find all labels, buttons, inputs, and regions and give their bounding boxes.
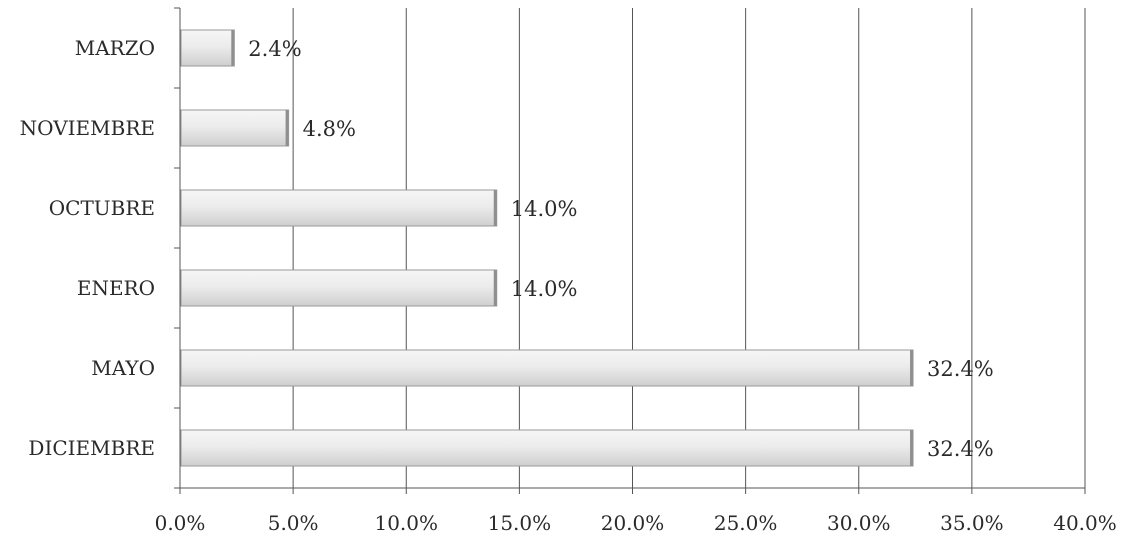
bar-end-cap xyxy=(910,350,914,386)
x-tick-label: 15.0% xyxy=(488,511,552,535)
data-label: 2.4% xyxy=(248,37,301,61)
x-tick-label: 40.0% xyxy=(1053,511,1117,535)
bar-end-cap xyxy=(910,430,914,466)
x-tick-label: 25.0% xyxy=(714,511,778,535)
bar xyxy=(180,349,914,387)
category-label: NOVIEMBRE xyxy=(20,116,155,140)
data-label: 32.4% xyxy=(927,357,994,381)
axes xyxy=(174,7,1086,494)
x-tick-label: 0.0% xyxy=(155,511,206,535)
x-tick-label: 35.0% xyxy=(940,511,1004,535)
data-label: 14.0% xyxy=(511,277,578,301)
bar xyxy=(180,189,498,227)
data-label: 32.4% xyxy=(927,437,994,461)
x-tick-label: 30.0% xyxy=(827,511,891,535)
category-label: DICIEMBRE xyxy=(28,436,155,460)
bar-end-cap xyxy=(493,190,497,226)
x-tick-label: 5.0% xyxy=(268,511,319,535)
bar-end-cap xyxy=(231,30,235,66)
category-label: MAYO xyxy=(91,356,155,380)
bar xyxy=(180,429,914,467)
bar-end-cap xyxy=(285,110,289,146)
data-label: 14.0% xyxy=(511,197,578,221)
bar xyxy=(180,109,290,147)
bar xyxy=(180,269,498,307)
category-label: ENERO xyxy=(77,276,155,300)
bars xyxy=(180,29,914,467)
gridlines xyxy=(292,8,1086,488)
category-label: OCTUBRE xyxy=(49,196,155,220)
x-tick-label: 20.0% xyxy=(601,511,665,535)
bar-end-cap xyxy=(493,270,497,306)
labels: 0.0% 5.0% 10.0% 15.0% 20.0% 25.0% 30.0% 35.0% 40… xyxy=(20,36,1117,535)
data-label: 4.8% xyxy=(303,117,356,141)
bar xyxy=(180,29,235,67)
x-tick-label: 10.0% xyxy=(374,511,438,535)
category-label: MARZO xyxy=(75,36,155,60)
